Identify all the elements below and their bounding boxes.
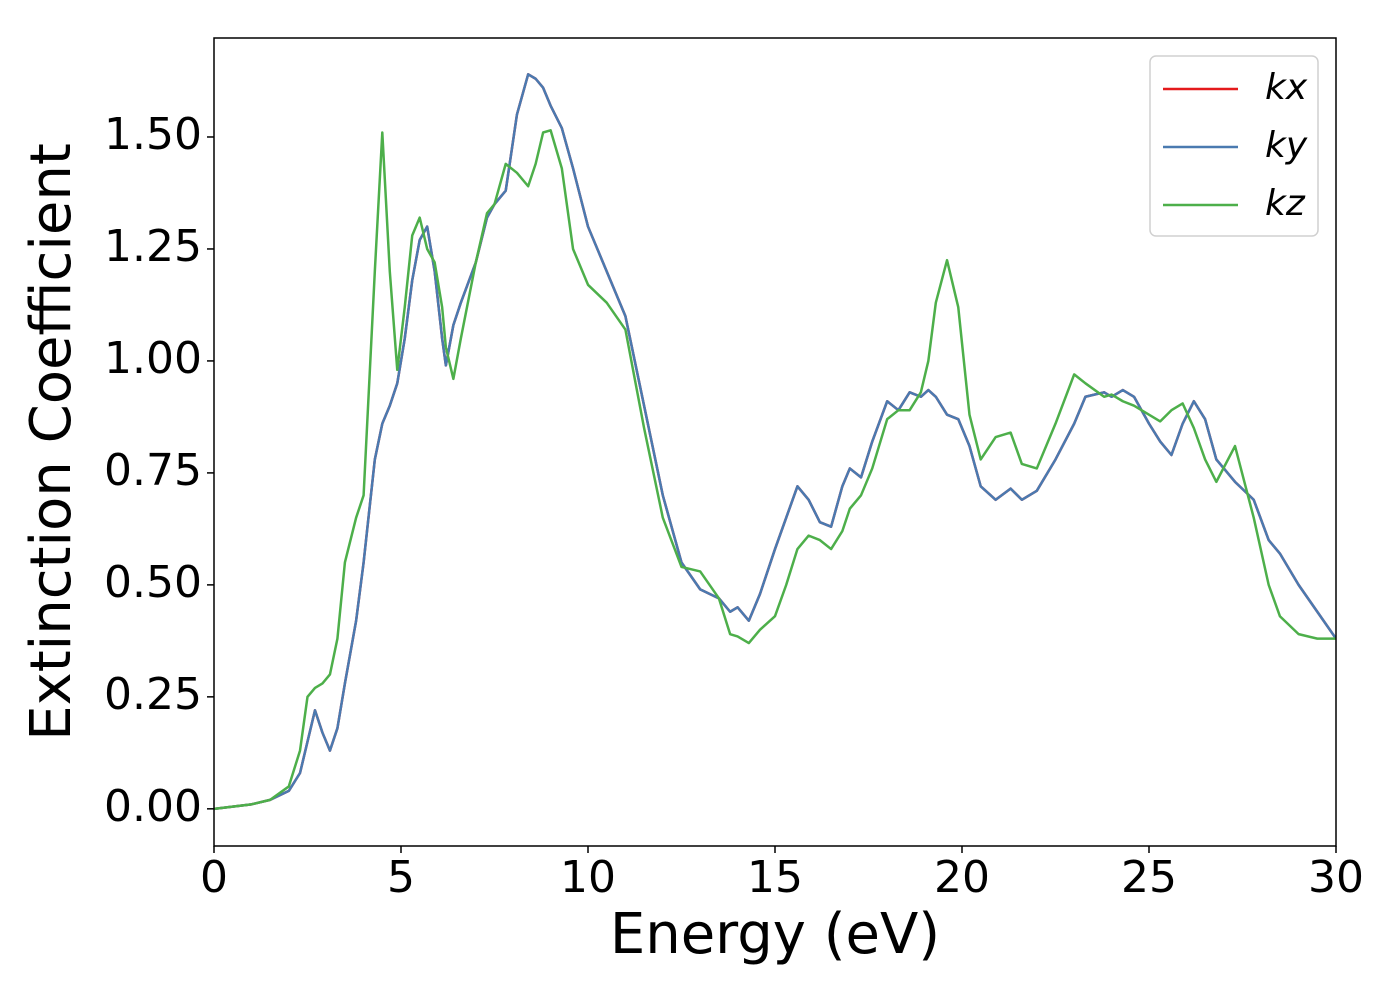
x-tick-label: 5 (387, 852, 415, 903)
series-line (214, 129, 1336, 811)
x-tick-label: 25 (1121, 852, 1177, 903)
series-line (214, 73, 1336, 811)
legend-label: kz (1265, 183, 1306, 224)
y-tick-label: 1.25 (104, 221, 202, 272)
x-tick-label: 20 (934, 852, 990, 903)
legend-label: kx (1265, 67, 1308, 108)
y-tick-label: 0.75 (104, 445, 202, 496)
plot-frame (213, 37, 1337, 847)
x-tick-label: 10 (560, 852, 616, 903)
x-tick-label: 30 (1308, 852, 1364, 903)
x-tick-label: 15 (747, 852, 803, 903)
y-tick-label: 0.50 (104, 557, 202, 608)
x-axis-label: Energy (eV) (610, 902, 940, 967)
y-tick-label: 1.50 (104, 109, 202, 160)
x-tick-label: 0 (200, 852, 228, 903)
y-tick-label: 0.25 (104, 669, 202, 720)
y-tick-label: 1.00 (104, 333, 202, 384)
y-tick-label: 0.00 (104, 781, 202, 832)
legend-label: ky (1265, 125, 1308, 166)
y-axis-label: Extinction Coefficient (19, 143, 84, 741)
